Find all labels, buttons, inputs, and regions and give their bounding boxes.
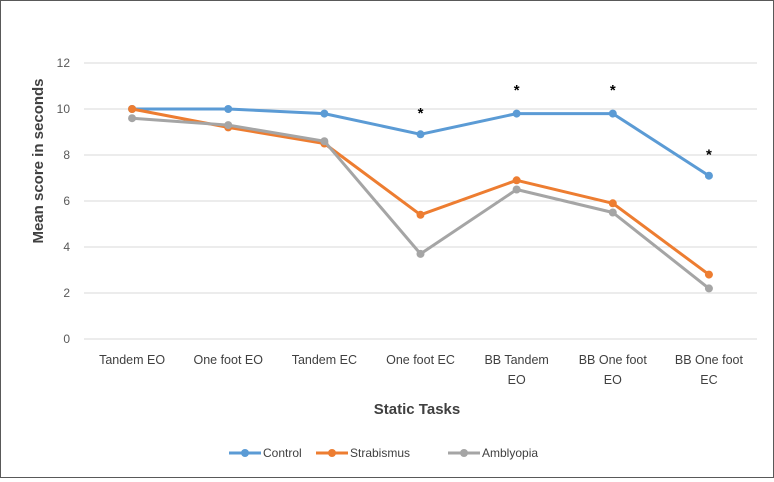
- x-category-label: One foot EO: [193, 353, 263, 367]
- data-point: [224, 121, 233, 130]
- legend-swatch-marker: [328, 449, 336, 457]
- series-control: [128, 105, 713, 180]
- x-category-label: BB One foot EC: [675, 353, 744, 387]
- legend-label: Strabismus: [350, 446, 410, 460]
- y-axis-title: Mean score in seconds: [30, 78, 47, 243]
- data-point: [416, 249, 425, 258]
- y-tick-label: 2: [63, 286, 70, 300]
- data-point: [128, 114, 137, 123]
- x-category-label: BB One foot EO: [579, 353, 648, 387]
- data-point: [128, 105, 137, 113]
- significance-asterisk: *: [514, 82, 520, 99]
- x-category-label: Tandem EO: [99, 353, 165, 367]
- significance-asterisk: *: [706, 147, 712, 164]
- legend-swatch-marker: [460, 449, 468, 457]
- data-point: [416, 210, 425, 219]
- y-tick-label: 10: [57, 102, 71, 116]
- y-tick-label: 0: [63, 332, 70, 346]
- data-point: [704, 270, 713, 279]
- data-point: [320, 109, 329, 118]
- significance-markers: * * * *: [418, 82, 712, 163]
- x-category-label: BB Tandem EO: [484, 353, 548, 387]
- legend-item: Strabismus: [316, 446, 410, 460]
- y-tick-labels: 0 2 4 6 8 10 12: [57, 56, 71, 346]
- data-point: [512, 176, 521, 185]
- legend-item: Control: [229, 446, 302, 460]
- y-tick-label: 8: [63, 148, 70, 162]
- data-point: [224, 105, 233, 113]
- legend: Control Strabismus Amblyopia: [229, 446, 538, 460]
- data-point: [320, 137, 329, 146]
- significance-asterisk: *: [610, 82, 616, 99]
- data-point: [704, 171, 713, 180]
- y-tick-label: 4: [63, 240, 70, 254]
- data-point: [512, 185, 521, 194]
- x-axis-title: Static Tasks: [374, 401, 460, 418]
- legend-item: Amblyopia: [448, 446, 538, 460]
- data-point: [704, 284, 713, 293]
- y-tick-label: 6: [63, 194, 70, 208]
- x-category-label: Tandem EC: [292, 353, 357, 367]
- data-point: [608, 109, 617, 118]
- data-point: [512, 109, 521, 118]
- legend-swatch-marker: [241, 449, 249, 457]
- series-lines: [128, 105, 713, 293]
- data-point: [416, 130, 425, 139]
- x-category-labels: Tandem EO One foot EO Tandem EC One foot EC…: [99, 353, 743, 387]
- series-amblyopia: [128, 114, 713, 293]
- series-line: [130, 116, 711, 290]
- x-category-label: One foot EC: [386, 353, 455, 367]
- legend-label: Amblyopia: [482, 446, 538, 460]
- data-point: [608, 208, 617, 217]
- y-tick-label: 12: [57, 56, 71, 70]
- legend-label: Control: [263, 446, 302, 460]
- data-point: [608, 199, 617, 208]
- significance-asterisk: *: [418, 105, 424, 122]
